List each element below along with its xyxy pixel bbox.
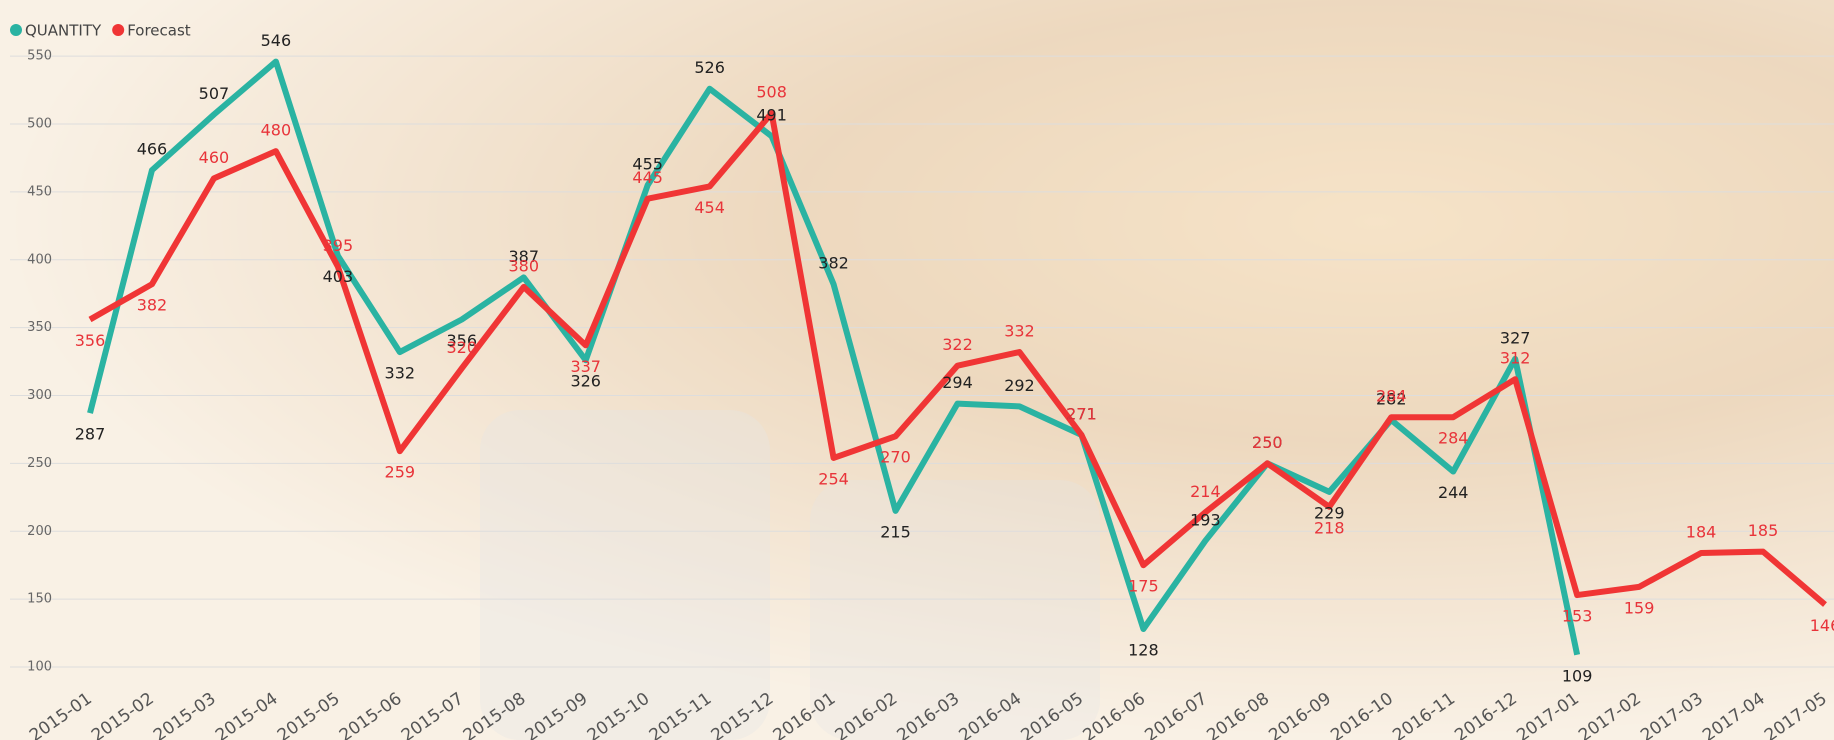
y-tick-label: 500 xyxy=(27,117,52,132)
y-tick-label: 350 xyxy=(27,320,52,335)
data-label: 287 xyxy=(75,425,106,444)
data-label: 546 xyxy=(261,31,292,50)
data-label: 382 xyxy=(137,296,168,315)
data-label: 382 xyxy=(818,254,849,273)
data-label: 460 xyxy=(199,148,230,167)
data-label: 294 xyxy=(942,373,973,392)
data-label: 229 xyxy=(1314,503,1345,522)
data-label: 387 xyxy=(508,247,539,266)
y-tick-label: 200 xyxy=(27,524,52,539)
data-label: 259 xyxy=(385,463,416,482)
data-label: 395 xyxy=(323,236,354,255)
y-tick-label: 100 xyxy=(27,660,52,675)
series-line xyxy=(87,58,1581,656)
data-label: 271 xyxy=(1066,404,1097,423)
data-label: 284 xyxy=(1438,429,1469,448)
data-label: 284 xyxy=(1376,387,1407,406)
data-label: 356 xyxy=(447,331,478,350)
data-label: 508 xyxy=(756,83,787,102)
data-label: 455 xyxy=(632,155,663,174)
data-label: 356 xyxy=(75,331,106,350)
data-label: 491 xyxy=(756,106,787,125)
data-label: 326 xyxy=(570,372,601,391)
data-label: 175 xyxy=(1128,577,1159,596)
data-label: 322 xyxy=(942,335,973,354)
data-label: 332 xyxy=(1004,322,1035,341)
data-label: 250 xyxy=(1252,433,1283,452)
ice-cube xyxy=(810,480,1100,740)
legend-label: QUANTITY xyxy=(25,22,102,40)
data-label: 507 xyxy=(199,84,230,103)
data-label: 337 xyxy=(570,357,601,376)
data-label: 327 xyxy=(1500,328,1531,347)
data-label: 380 xyxy=(508,256,539,275)
data-label: 332 xyxy=(385,364,416,383)
y-tick-label: 250 xyxy=(27,456,52,471)
data-label: 403 xyxy=(323,267,354,286)
data-label: 244 xyxy=(1438,483,1469,502)
data-label: 185 xyxy=(1748,521,1779,540)
data-label: 526 xyxy=(694,58,725,77)
series-line xyxy=(88,110,1827,607)
y-tick-label: 300 xyxy=(27,388,52,403)
data-label: 480 xyxy=(261,121,292,140)
data-label: 214 xyxy=(1190,482,1221,501)
legend-marker xyxy=(10,24,22,36)
y-tick-label: 150 xyxy=(27,592,52,607)
data-label: 271 xyxy=(1066,404,1097,423)
data-label: 128 xyxy=(1128,640,1159,659)
legend-marker xyxy=(112,24,125,36)
data-label: 215 xyxy=(880,522,911,541)
legend-label: Forecast xyxy=(127,22,191,40)
data-label: 445 xyxy=(632,168,663,187)
data-label: 184 xyxy=(1686,522,1717,541)
data-label: 193 xyxy=(1190,510,1221,529)
data-label: 109 xyxy=(1562,666,1593,685)
y-tick-label: 400 xyxy=(27,252,52,267)
data-label: 254 xyxy=(818,469,849,488)
data-label: 218 xyxy=(1314,518,1345,537)
data-label: 159 xyxy=(1624,598,1655,617)
data-label: 320 xyxy=(447,338,478,357)
data-label: 292 xyxy=(1004,376,1035,395)
y-tick-label: 450 xyxy=(27,184,52,199)
data-label: 250 xyxy=(1252,433,1283,452)
data-label: 146 xyxy=(1810,616,1834,635)
data-label: 270 xyxy=(880,448,911,467)
data-label: 454 xyxy=(694,198,725,217)
data-label: 312 xyxy=(1500,349,1531,368)
data-label: 466 xyxy=(137,140,168,159)
data-label: 153 xyxy=(1562,607,1593,626)
ice-cube xyxy=(480,410,770,740)
data-label: 282 xyxy=(1376,389,1407,408)
y-tick-label: 550 xyxy=(27,49,52,64)
